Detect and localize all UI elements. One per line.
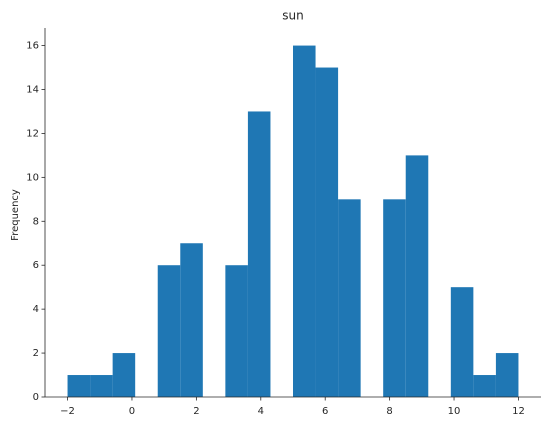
chart-title: sun <box>282 9 303 23</box>
y-tick-label: 8 <box>33 216 39 227</box>
y-tick-label: 16 <box>26 41 39 52</box>
bar <box>225 265 248 397</box>
bar <box>112 353 136 397</box>
bar <box>473 375 496 397</box>
x-tick-label: 8 <box>386 406 392 417</box>
bar <box>90 375 113 397</box>
y-tick-label: 14 <box>26 85 39 96</box>
x-tick-label: 12 <box>512 406 525 417</box>
y-tick-label: 0 <box>33 392 39 403</box>
x-tick-label: 4 <box>258 406 264 417</box>
bar <box>293 45 316 397</box>
bar <box>338 199 361 397</box>
y-tick-label: 12 <box>26 128 39 139</box>
bar <box>157 265 181 397</box>
x-tick-label: 6 <box>322 406 328 417</box>
bar <box>450 287 474 397</box>
bar <box>180 243 203 397</box>
bar <box>405 155 429 397</box>
x-tick-label: 10 <box>448 406 461 417</box>
bar <box>495 353 519 397</box>
y-tick-label: 2 <box>33 348 39 359</box>
bar <box>67 375 91 397</box>
y-tick-label: 6 <box>33 260 39 271</box>
y-axis-label: Frequency <box>10 189 21 241</box>
x-tick-label: 0 <box>129 406 135 417</box>
bar <box>247 111 271 397</box>
bar <box>383 199 406 397</box>
bar <box>315 67 339 398</box>
y-tick-label: 10 <box>26 172 39 183</box>
x-tick-label: −2 <box>60 406 75 417</box>
y-tick-label: 4 <box>33 304 39 315</box>
x-tick-label: 2 <box>193 406 199 417</box>
